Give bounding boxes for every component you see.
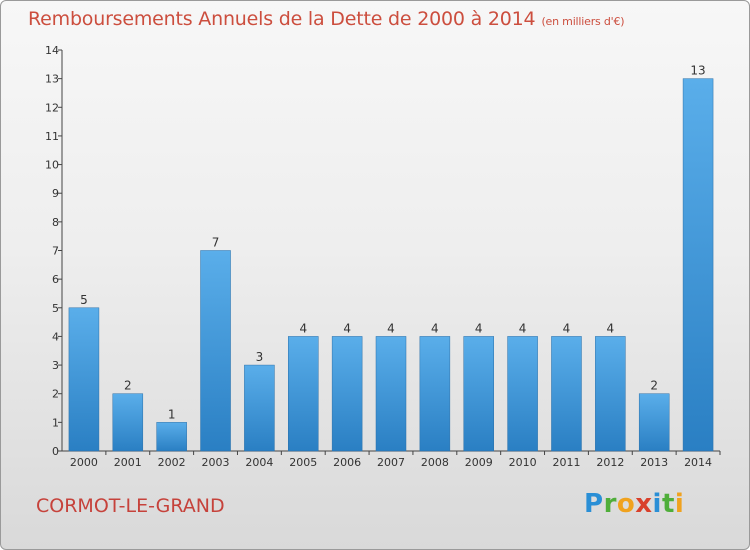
y-tick-label: 2 (52, 388, 59, 401)
y-tick-label: 5 (52, 302, 59, 315)
bar-2006 (331, 336, 363, 452)
chart-subtitle: (en milliers d'€) (541, 15, 625, 28)
x-tick-label-2012: 2012 (596, 456, 624, 469)
data-label-2006: 4 (343, 321, 351, 335)
x-tick-label-2000: 2000 (70, 456, 98, 469)
bar-2013 (638, 393, 670, 452)
bar-2007 (375, 336, 407, 452)
bar-2000 (68, 307, 100, 452)
bar-2001 (112, 393, 144, 452)
data-label-2000: 5 (80, 293, 88, 307)
data-label-2014: 13 (690, 64, 705, 78)
y-tick-label: 7 (52, 245, 59, 258)
x-tick-label-2006: 2006 (333, 456, 361, 469)
x-tick-label-2005: 2005 (289, 456, 317, 469)
bar-2014 (682, 78, 714, 452)
x-tick-label-2007: 2007 (377, 456, 405, 469)
y-tick-label: 10 (45, 159, 59, 172)
y-tick-label: 12 (45, 101, 59, 114)
chart-bars (68, 78, 714, 452)
data-label-2008: 4 (431, 321, 439, 335)
x-tick-label-2001: 2001 (114, 456, 142, 469)
data-label-2001: 2 (124, 379, 132, 393)
chart-data-labels: 5 2 1 7 3 4 4 4 4 4 4 4 4 2 13 (80, 64, 706, 422)
bar-2012 (595, 336, 626, 452)
data-label-2009: 4 (475, 321, 483, 335)
bar-2002 (156, 422, 187, 452)
bar-2010 (507, 336, 538, 452)
x-tick-label-2004: 2004 (245, 456, 273, 469)
x-tick-label-2009: 2009 (465, 456, 493, 469)
y-tick-label: 11 (45, 130, 59, 143)
data-label-2003: 7 (212, 236, 220, 250)
y-tick-label: 6 (52, 273, 59, 286)
commune-name: CORMOT-LE-GRAND (36, 495, 225, 517)
y-tick-label: 3 (52, 359, 59, 372)
data-label-2013: 2 (650, 379, 658, 393)
data-label-2012: 4 (607, 321, 615, 335)
x-tick-label-2011: 2011 (552, 456, 580, 469)
y-tick-label: 1 (52, 416, 59, 429)
chart-title: Remboursements Annuels de la Dette de 20… (28, 8, 625, 30)
data-label-2011: 4 (563, 321, 571, 335)
proxiti-logo: Proxiti (584, 489, 685, 519)
y-tick-label: 0 (52, 445, 59, 458)
y-tick-label: 8 (52, 216, 59, 229)
data-label-2002: 1 (168, 407, 176, 421)
x-tick-label-2014: 2014 (684, 456, 712, 469)
bar-2004 (244, 364, 275, 452)
data-label-2005: 4 (299, 321, 307, 335)
x-tick-label-2008: 2008 (421, 456, 449, 469)
y-tick-label: 4 (52, 330, 59, 343)
bar-2011 (551, 336, 582, 452)
y-tick-label: 9 (52, 187, 59, 200)
data-label-2010: 4 (519, 321, 527, 335)
y-tick-label: 13 (45, 73, 59, 86)
x-tick-label-2002: 2002 (158, 456, 186, 469)
bar-2008 (419, 336, 451, 452)
bar-2009 (463, 336, 494, 452)
x-tick-label-2010: 2010 (509, 456, 537, 469)
data-label-2004: 3 (256, 350, 264, 364)
y-tick-label: 14 (45, 44, 59, 57)
x-tick-label-2013: 2013 (640, 456, 668, 469)
x-tick-label-2003: 2003 (202, 456, 230, 469)
data-label-2007: 4 (387, 321, 395, 335)
bar-2005 (288, 336, 319, 452)
bar-2003 (200, 250, 231, 452)
